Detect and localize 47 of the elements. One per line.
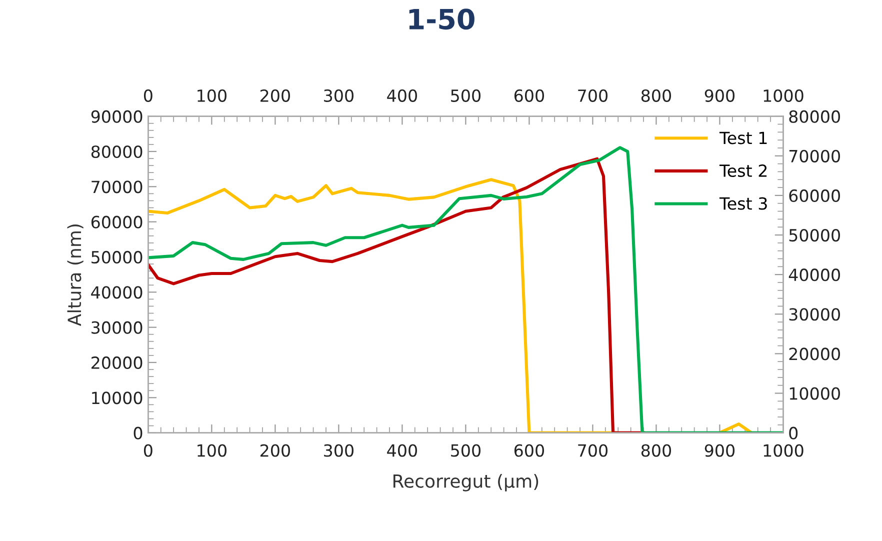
y2-tick-label: 80000 (789, 110, 840, 123)
y-tick-label: 70000 (92, 180, 142, 194)
x-tick-label: 800 (641, 444, 672, 457)
y2-tick-label: 70000 (789, 150, 840, 162)
x-tick-label: 400 (387, 444, 417, 457)
y-tick-label: 80000 (91, 145, 142, 158)
x-tick-label: 300 (324, 444, 354, 457)
x-tick-label: 500 (451, 444, 480, 457)
y-tick-label: 50000 (92, 250, 142, 264)
x2-tick-label: 400 (387, 89, 417, 102)
y-tick-label: 30000 (92, 321, 142, 334)
legend-label: Test 2 (719, 164, 767, 178)
y-tick-label: 90000 (91, 110, 142, 123)
y2-tick-label: 30000 (789, 308, 840, 321)
x2-tick-label: 300 (324, 89, 354, 102)
x-tick-label: 0 (144, 444, 152, 457)
x2-tick-label: 800 (641, 89, 672, 102)
x2-tick-label: 0 (144, 89, 152, 102)
y2-tick-label: 40000 (788, 268, 840, 282)
x2-tick-label: 700 (578, 89, 608, 102)
x-tick-label: 200 (260, 444, 290, 457)
x2-tick-label: 600 (514, 89, 544, 102)
chart-title: 1-50 (409, 8, 474, 30)
x2-tick-label: 500 (451, 89, 480, 102)
x-tick-label: 100 (198, 444, 226, 457)
y-tick-label: 20000 (92, 356, 142, 370)
y2-tick-label: 0 (789, 426, 798, 440)
y-tick-label: 0 (134, 426, 142, 440)
legend-label: Test 1 (719, 132, 767, 144)
y-tick-label: 40000 (91, 286, 142, 299)
y2-tick-label: 10000 (790, 387, 840, 400)
y2-tick-label: 60000 (789, 189, 840, 202)
y-axis-title: Altura (nm) (67, 224, 84, 326)
x-tick-label: 600 (514, 444, 544, 457)
x2-tick-label: 1000 (764, 89, 804, 102)
legend-label: Test 3 (719, 197, 767, 210)
x2-tick-label: 100 (198, 89, 226, 102)
y2-tick-label: 20000 (789, 348, 840, 360)
y-tick-label: 10000 (92, 392, 142, 404)
x-tick-label: 700 (578, 444, 608, 457)
x2-tick-label: 900 (704, 89, 735, 102)
y2-tick-label: 50000 (789, 228, 840, 242)
x-tick-label: 900 (704, 444, 735, 457)
y-tick-label: 60000 (91, 216, 142, 228)
x-tick-label: 1000 (764, 444, 804, 457)
x2-tick-label: 200 (260, 89, 290, 102)
x-axis-title: Recorregut (µm) (394, 474, 538, 492)
